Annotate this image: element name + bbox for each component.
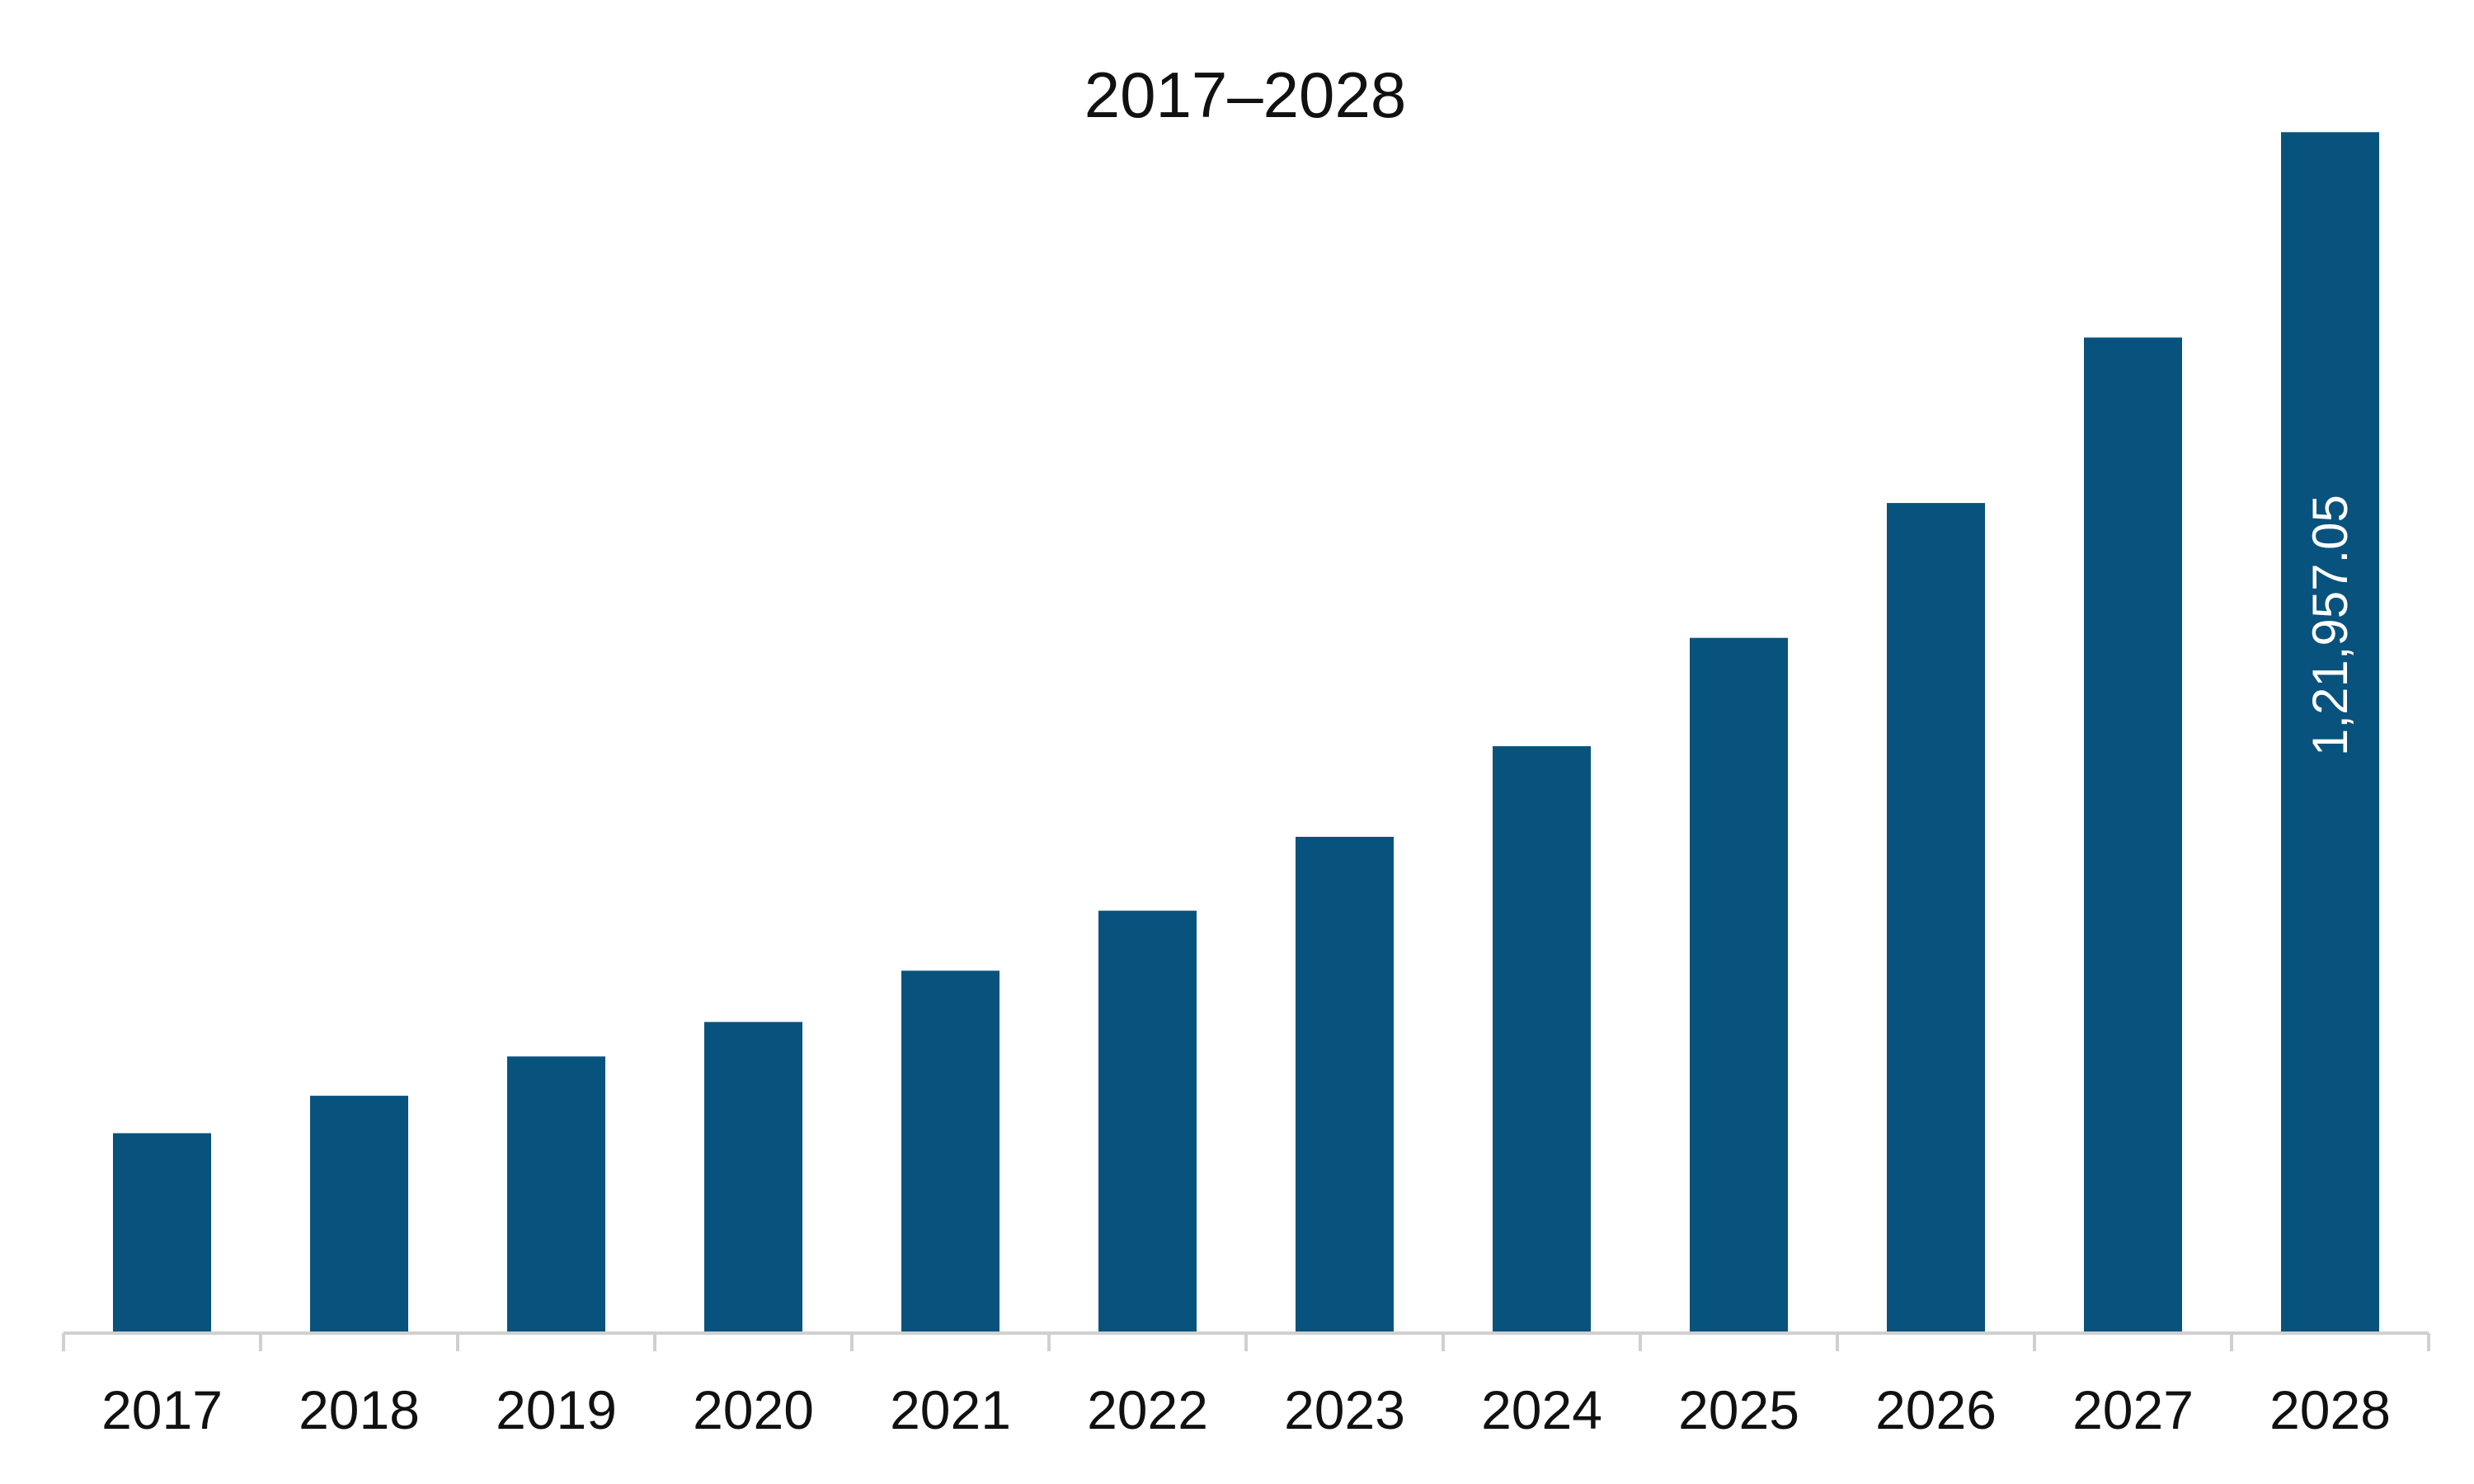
x-tick-label-2022: 2022 bbox=[1087, 1379, 1208, 1440]
x-tick-label-2021: 2021 bbox=[890, 1379, 1011, 1440]
data-labels: 1,21,957.05 bbox=[2302, 495, 2358, 756]
bar-2023 bbox=[1296, 837, 1394, 1333]
bars-layer bbox=[113, 132, 2379, 1333]
x-tick-label-2018: 2018 bbox=[299, 1379, 420, 1440]
x-tick-label-2025: 2025 bbox=[1678, 1379, 1799, 1440]
bar-2028 bbox=[2281, 132, 2379, 1333]
bar-2022 bbox=[1098, 910, 1197, 1333]
bar-2018 bbox=[310, 1096, 408, 1333]
bar-2024 bbox=[1493, 746, 1591, 1333]
x-tick-label-2017: 2017 bbox=[101, 1379, 223, 1440]
data-label-2028: 1,21,957.05 bbox=[2302, 495, 2358, 756]
bar-2025 bbox=[1690, 637, 1788, 1333]
x-tick-label-2027: 2027 bbox=[2072, 1379, 2194, 1440]
bar-2021 bbox=[901, 970, 999, 1333]
bar-2027 bbox=[2084, 337, 2182, 1333]
bar-2020 bbox=[704, 1021, 802, 1333]
bar-2017 bbox=[113, 1133, 211, 1333]
x-tick-label-2020: 2020 bbox=[693, 1379, 814, 1440]
x-tick-label-2028: 2028 bbox=[2269, 1379, 2391, 1440]
x-tick-labels: 2017 2018 2019 2020 2021 2022 2023 2024 2025 2026… bbox=[101, 1379, 2391, 1440]
x-tick-label-2026: 2026 bbox=[1875, 1379, 1997, 1440]
bar-2019 bbox=[507, 1056, 605, 1333]
x-axis bbox=[62, 1331, 2430, 1351]
chart-title: 2017–2028 bbox=[1084, 59, 1406, 131]
x-tick-label-2023: 2023 bbox=[1284, 1379, 1405, 1440]
x-tick-label-2019: 2019 bbox=[496, 1379, 617, 1440]
bar-2026 bbox=[1887, 503, 1985, 1333]
x-tick-label-2024: 2024 bbox=[1481, 1379, 1602, 1440]
